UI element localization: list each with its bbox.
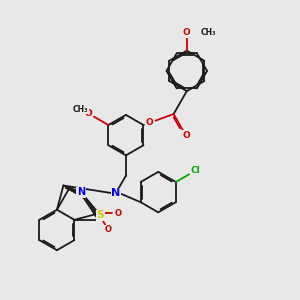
- Text: N: N: [111, 188, 120, 198]
- Text: Cl: Cl: [191, 166, 200, 175]
- Text: O: O: [146, 118, 154, 127]
- Text: S: S: [97, 210, 104, 220]
- Text: O: O: [105, 225, 112, 234]
- Text: O: O: [85, 109, 92, 118]
- Text: O: O: [114, 209, 121, 218]
- Text: O: O: [183, 28, 191, 38]
- Text: CH₃: CH₃: [201, 28, 216, 38]
- Text: CH₃: CH₃: [73, 104, 88, 113]
- Text: O: O: [182, 131, 190, 140]
- Text: N: N: [77, 187, 85, 197]
